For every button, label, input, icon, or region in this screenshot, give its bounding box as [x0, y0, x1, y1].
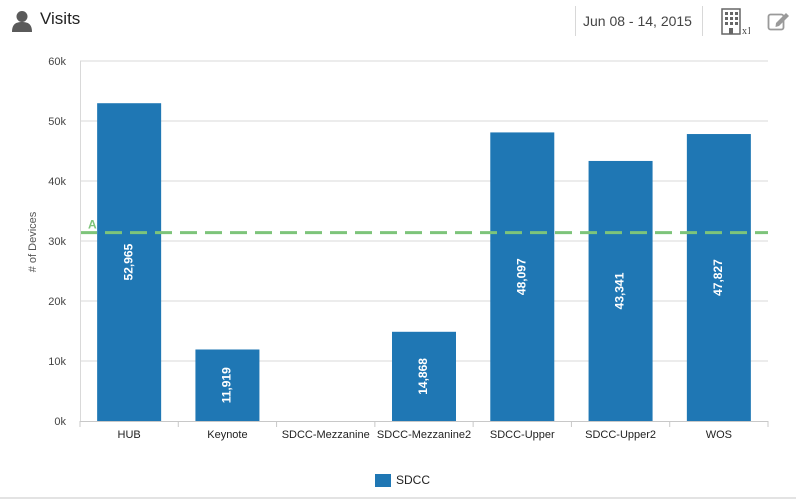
bar-value-label: 48,097	[514, 258, 528, 295]
bar	[686, 134, 751, 421]
widget-bottom-border	[0, 497, 796, 499]
legend-label: SDCC	[396, 473, 431, 487]
bar	[195, 349, 260, 421]
bar-chart: 0k 10k 20k 30k 40k 50k 60k A 52,965 11,919 14,86…	[27, 56, 769, 441]
x-tick-label: SDCC-Upper2	[585, 429, 656, 441]
x-axis: HUB Keynote SDCC-Mezzanine SDCC-Mezzanine2 S…	[79, 61, 769, 441]
bar-value-label: 47,827	[711, 259, 725, 296]
bar-value-label: 52,965	[121, 243, 135, 280]
date-range-picker[interactable]: Jun 08 - 14, 2015	[575, 6, 703, 36]
y-tick-label: 30k	[48, 236, 66, 248]
y-tick-label: 10k	[48, 356, 66, 368]
x-tick-label: SDCC-Mezzanine	[282, 429, 370, 441]
bar	[588, 160, 653, 421]
chart-bars	[97, 103, 751, 422]
user-icon	[12, 11, 32, 32]
average-line: A	[80, 218, 768, 235]
building-icon[interactable]: x1	[720, 8, 750, 36]
bar	[97, 103, 162, 422]
y-tick-label: 0k	[54, 416, 66, 428]
bar-value-label: 43,341	[613, 272, 627, 309]
bar-value-labels: 52,965 11,919 14,868 48,097 43,341 47,827	[121, 243, 725, 403]
x-tick-label: SDCC-Upper	[490, 429, 555, 441]
widget-title: Visits	[40, 9, 81, 28]
y-axis-label: # of Devices	[27, 211, 39, 272]
y-tick-label: 40k	[48, 176, 66, 188]
x-tick-label: WOS	[706, 429, 732, 441]
y-tick-label: 20k	[48, 296, 66, 308]
bar-value-label: 14,868	[416, 358, 430, 395]
average-line-label: A	[88, 218, 97, 232]
bar	[490, 132, 555, 421]
building-count-badge: x1	[742, 26, 750, 36]
bar	[392, 331, 456, 421]
y-tick-label: 50k	[48, 116, 66, 128]
y-tick-label: 60k	[48, 56, 66, 68]
legend-swatch	[375, 474, 391, 487]
x-tick-label: Keynote	[207, 429, 247, 441]
x-tick-label: HUB	[118, 429, 141, 441]
chart-gridlines	[80, 60, 768, 362]
y-axis-ticks: 0k 10k 20k 30k 40k 50k 60k	[48, 56, 66, 428]
x-tick-label: SDCC-Mezzanine2	[377, 429, 471, 441]
edit-icon[interactable]	[767, 10, 791, 32]
bar-value-label: 11,919	[220, 367, 234, 403]
widget-header: Visits Jun 08 - 14, 2015 x1	[0, 0, 796, 44]
